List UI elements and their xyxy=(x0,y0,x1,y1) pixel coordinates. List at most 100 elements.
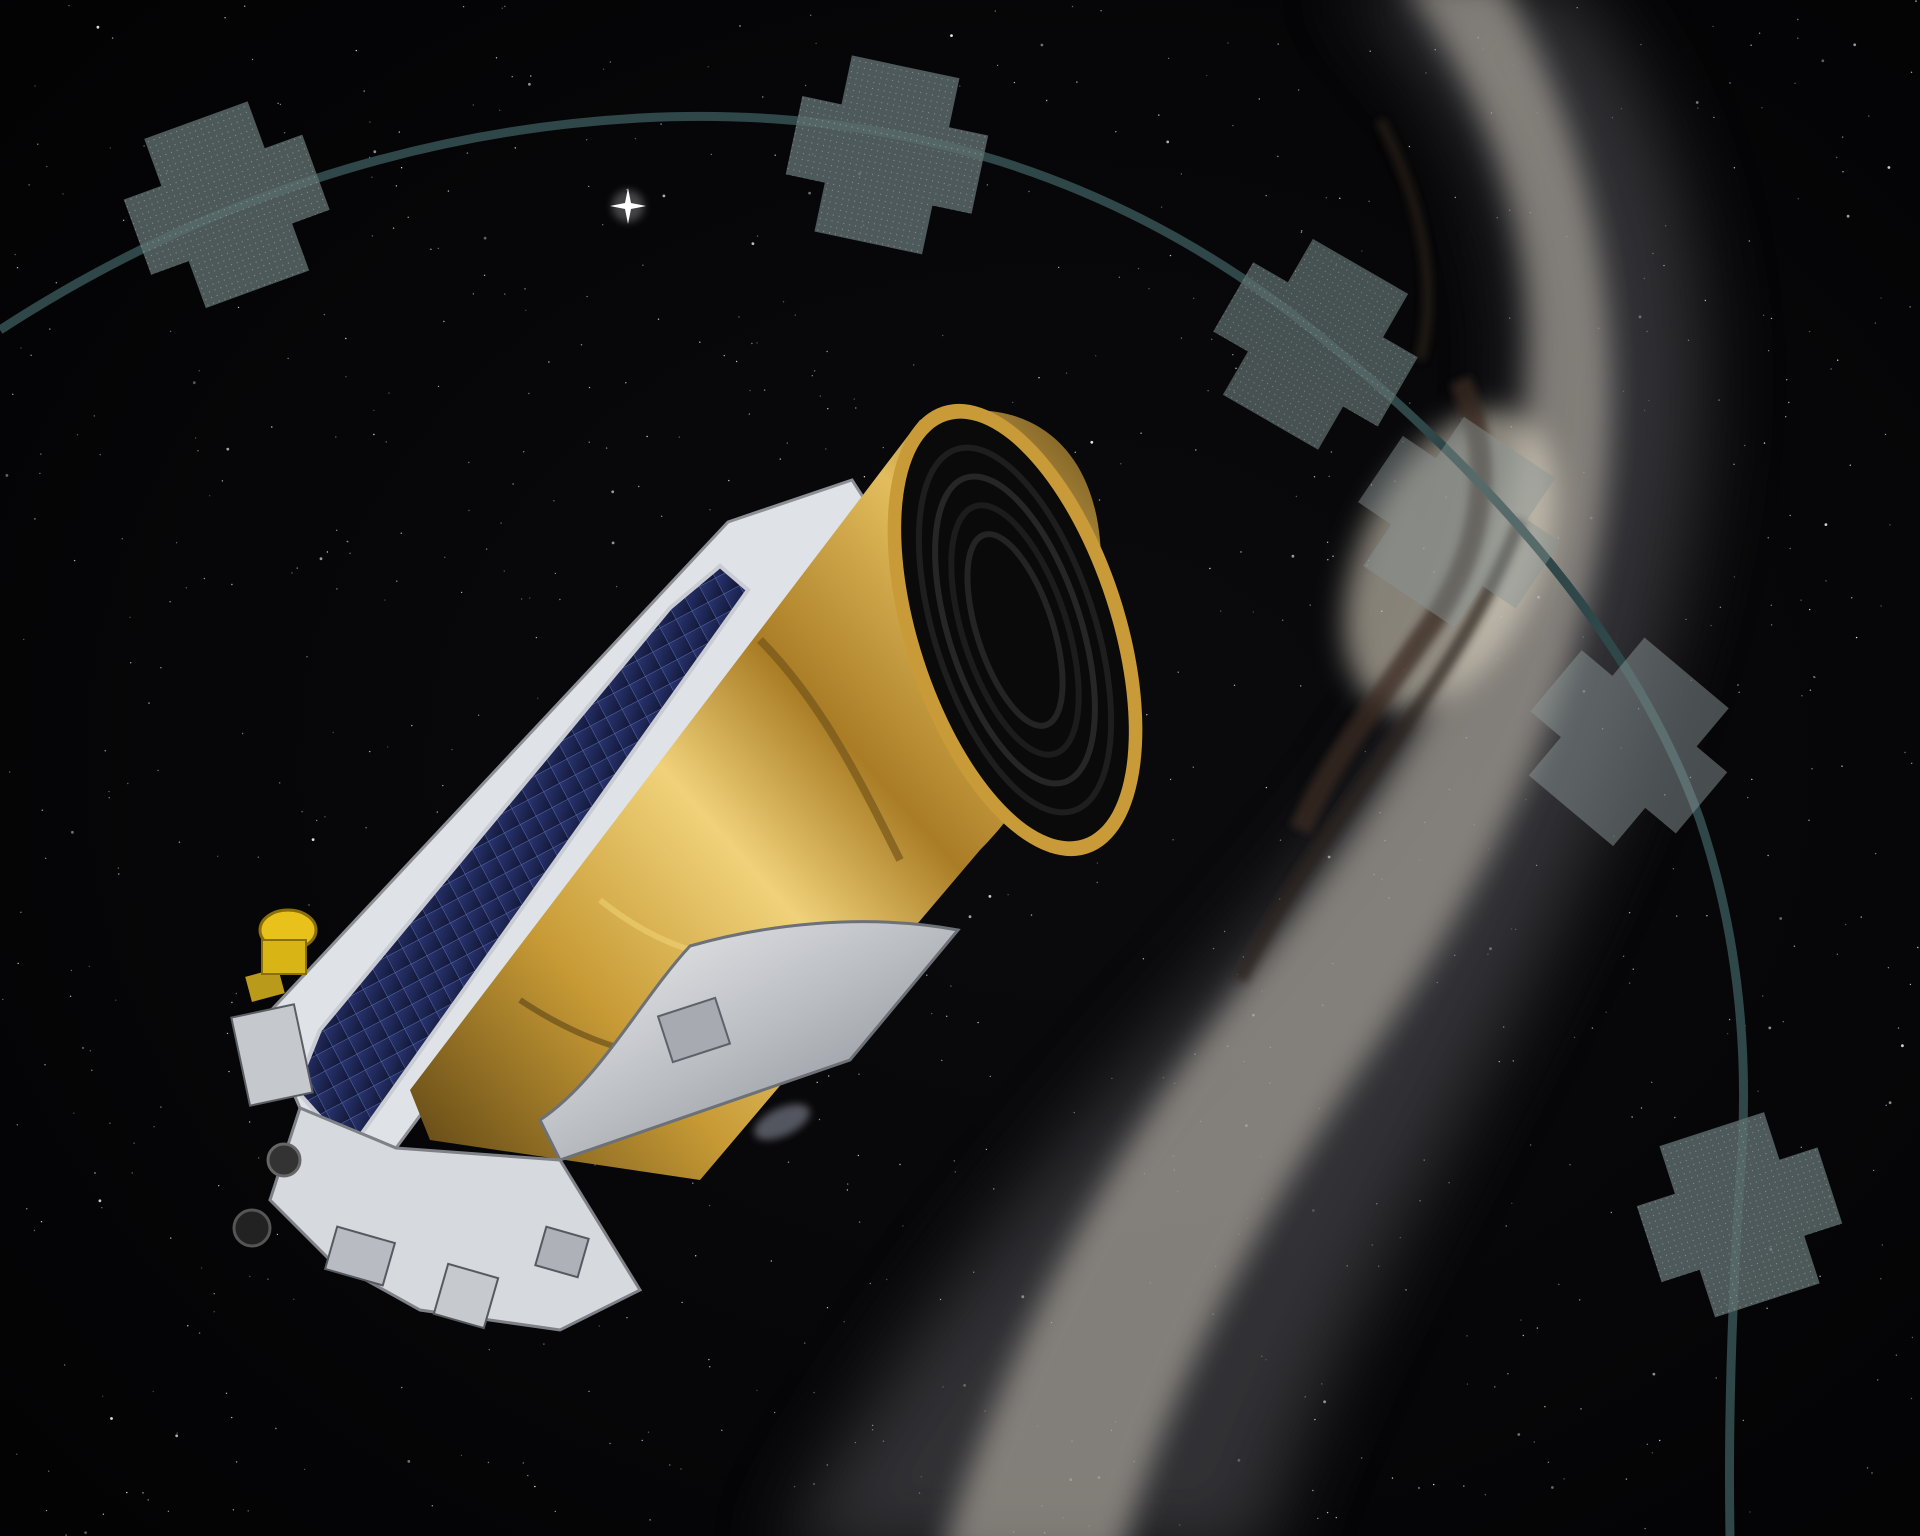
star xyxy=(1697,107,1699,109)
star xyxy=(1038,377,1040,379)
star xyxy=(1227,42,1229,44)
star xyxy=(1651,1081,1653,1084)
star xyxy=(738,316,740,318)
star xyxy=(1808,819,1810,821)
star xyxy=(396,580,398,582)
star xyxy=(82,1047,84,1049)
star xyxy=(709,1366,711,1368)
star xyxy=(98,1199,102,1203)
star xyxy=(1265,786,1268,789)
star xyxy=(1846,214,1850,218)
star xyxy=(1628,912,1631,914)
star xyxy=(1874,852,1877,855)
star xyxy=(1797,18,1799,21)
star xyxy=(996,64,999,67)
star xyxy=(641,1439,643,1442)
star xyxy=(111,37,114,39)
star xyxy=(118,873,120,875)
star xyxy=(1786,379,1788,381)
star xyxy=(122,219,125,221)
star xyxy=(1232,354,1234,356)
star xyxy=(1789,547,1791,550)
star xyxy=(748,413,750,415)
star xyxy=(1895,1354,1898,1356)
star xyxy=(153,1126,155,1128)
star xyxy=(1674,1116,1676,1119)
star xyxy=(301,811,303,813)
star xyxy=(863,476,866,478)
star xyxy=(813,1483,815,1485)
star xyxy=(692,1182,694,1184)
star xyxy=(1520,1319,1522,1321)
star xyxy=(1676,915,1678,917)
star xyxy=(20,347,22,349)
star xyxy=(1028,190,1030,193)
star xyxy=(257,856,259,858)
star xyxy=(1111,1077,1113,1080)
star xyxy=(235,1461,238,1463)
star xyxy=(373,433,375,436)
star xyxy=(680,1468,682,1470)
star xyxy=(1580,1408,1582,1410)
star xyxy=(695,1255,697,1257)
star xyxy=(902,1225,904,1227)
star xyxy=(73,1112,75,1114)
star xyxy=(384,599,386,601)
star xyxy=(1762,995,1764,997)
star xyxy=(1770,317,1773,320)
star xyxy=(657,318,660,320)
star xyxy=(1368,200,1370,202)
star xyxy=(774,1411,776,1414)
star xyxy=(89,1050,92,1052)
star xyxy=(1496,217,1499,219)
field-patch-1 xyxy=(123,101,330,309)
star xyxy=(1610,1211,1613,1214)
star xyxy=(1232,124,1234,127)
star xyxy=(1369,50,1371,52)
star xyxy=(346,540,348,543)
star xyxy=(634,137,637,140)
star xyxy=(1058,266,1060,269)
star xyxy=(1770,604,1773,606)
star xyxy=(1544,1406,1546,1408)
star xyxy=(287,357,289,360)
star xyxy=(1742,1419,1745,1422)
star xyxy=(1361,1457,1363,1459)
star xyxy=(33,1229,36,1232)
star xyxy=(349,552,351,554)
star xyxy=(228,1070,230,1073)
star xyxy=(392,227,395,229)
star xyxy=(17,962,19,965)
star xyxy=(588,185,590,188)
star xyxy=(472,293,475,295)
star xyxy=(1712,25,1714,28)
star xyxy=(514,147,516,149)
star xyxy=(198,1332,201,1334)
star xyxy=(271,426,273,428)
star xyxy=(1881,1244,1884,1246)
star xyxy=(276,1233,279,1236)
star xyxy=(1909,306,1911,308)
star xyxy=(1632,968,1635,970)
star xyxy=(109,1122,111,1124)
star xyxy=(1751,778,1753,781)
star xyxy=(1872,1169,1875,1172)
star xyxy=(231,1416,233,1419)
star xyxy=(815,42,817,45)
star xyxy=(853,398,855,400)
star xyxy=(483,236,487,240)
star xyxy=(1789,514,1791,517)
star xyxy=(148,702,150,704)
star xyxy=(1030,914,1033,916)
star xyxy=(1809,608,1811,611)
star xyxy=(483,274,486,276)
star xyxy=(451,748,453,751)
star xyxy=(251,58,254,61)
star xyxy=(431,1505,433,1507)
star xyxy=(520,598,523,600)
star xyxy=(1809,689,1812,691)
star xyxy=(1454,196,1457,199)
star xyxy=(1733,167,1736,169)
star xyxy=(102,1513,105,1515)
